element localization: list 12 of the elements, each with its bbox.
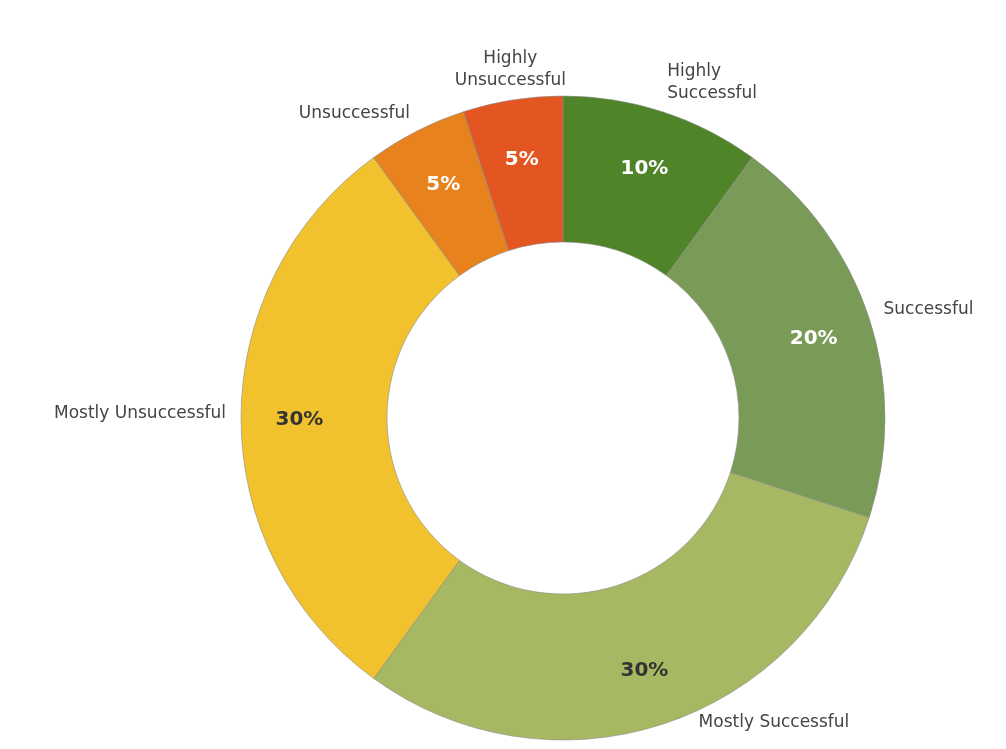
slice-label: Unsuccessful — [298, 101, 411, 122]
slice-label: Mostly Successful — [698, 710, 850, 731]
slice-label: Mostly Unsuccessful — [54, 402, 226, 422]
slice-label: Highly Successful — [667, 59, 758, 102]
data-label: 10% — [620, 155, 669, 180]
data-label: 5% — [504, 145, 539, 170]
data-label: 20% — [789, 324, 838, 349]
data-label: 30% — [275, 406, 324, 430]
data-label: 5% — [426, 171, 461, 196]
data-label: 30% — [620, 656, 669, 681]
slice-label: Successful — [883, 297, 974, 318]
slice-label: Highly Unsuccessful — [454, 47, 566, 90]
